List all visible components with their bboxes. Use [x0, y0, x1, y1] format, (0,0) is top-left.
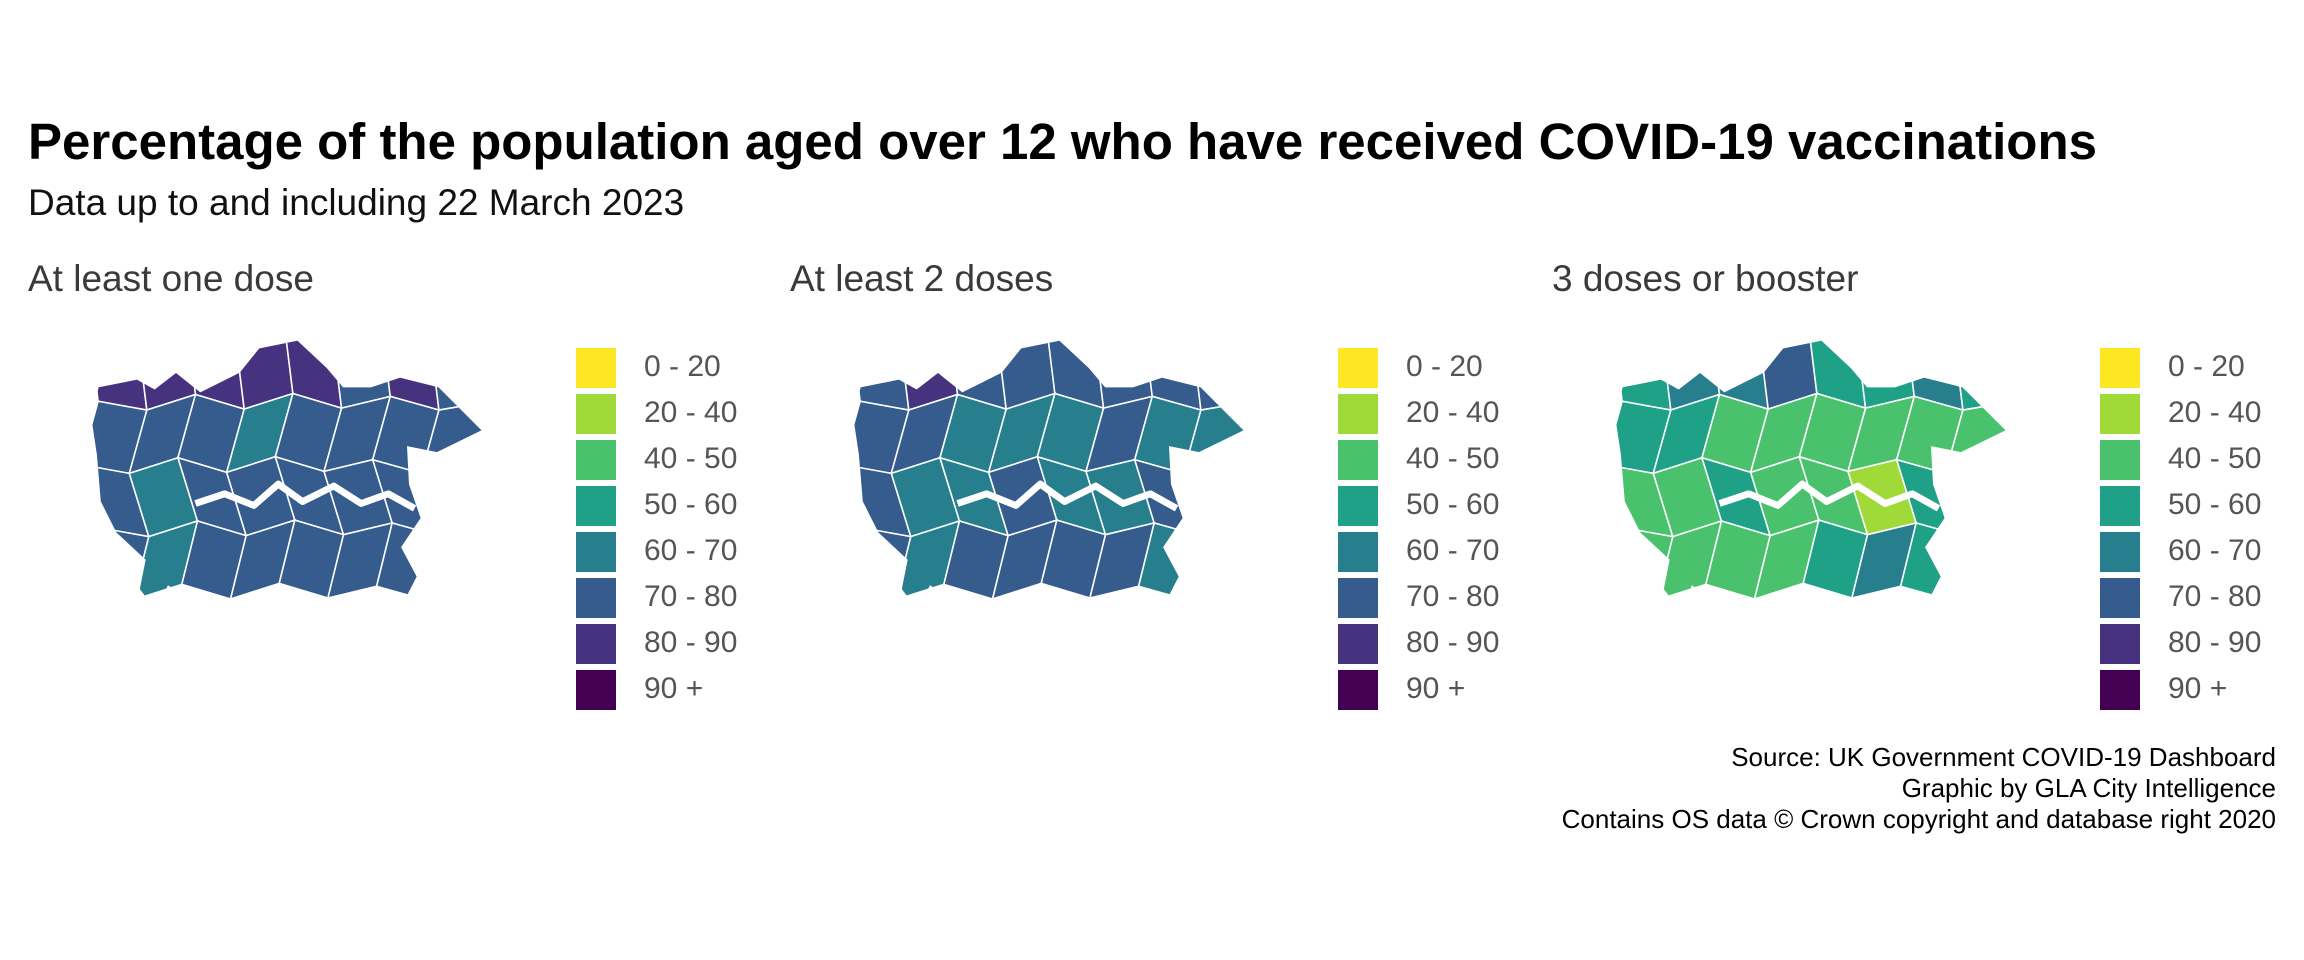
- london-map: [1613, 339, 2008, 702]
- legend-swatch: [576, 440, 616, 480]
- legend-label: 80 - 90: [644, 626, 738, 659]
- legend-swatch: [576, 624, 616, 664]
- map-panel: At least one dose 0 - 20 20 - 40 40 - 50 50 …: [28, 258, 788, 728]
- legend-label: 80 - 90: [2168, 626, 2262, 659]
- legend-swatch: [2100, 578, 2140, 618]
- panel-title: At least 2 doses: [790, 258, 1054, 299]
- borough-shape: [430, 339, 483, 411]
- legend-swatch: [576, 532, 616, 572]
- legend-swatch: [2100, 348, 2140, 388]
- legend-label: 90 +: [1406, 672, 1466, 705]
- borough-shape: [424, 526, 483, 601]
- legend-label: 60 - 70: [1406, 534, 1500, 567]
- legend-swatch: [1338, 670, 1378, 710]
- river-thames: [956, 480, 1179, 512]
- map-panel: At least 2 doses 0 - 20 20 - 40 40 - 50 50 -…: [790, 258, 1550, 728]
- legend-swatch: [1338, 348, 1378, 388]
- legend-label: 70 - 80: [2168, 580, 2262, 613]
- legend-swatch: [576, 394, 616, 434]
- legend-label: 40 - 50: [1406, 442, 1500, 475]
- london-outline: [89, 339, 484, 702]
- legend-swatch: [2100, 670, 2140, 710]
- borough-shape: [1954, 339, 2007, 411]
- legend-label: 0 - 20: [1406, 350, 1483, 383]
- borough-shape: [1944, 463, 2007, 538]
- legend-swatch: [2100, 532, 2140, 572]
- london-outline: [851, 339, 1246, 702]
- legend-swatch: [576, 670, 616, 710]
- legend-swatch: [1338, 486, 1378, 526]
- borough-shape: [1094, 339, 1154, 410]
- borough-shape: [1614, 339, 1672, 412]
- legend-label: 60 - 70: [644, 534, 738, 567]
- borough-shape: [332, 339, 392, 410]
- caption-credit: Graphic by GLA City Intelligence: [1901, 773, 2276, 803]
- legend-label: 50 - 60: [2168, 488, 2262, 521]
- borough-shape: [1182, 463, 1245, 538]
- panel-title: At least one dose: [28, 258, 314, 299]
- legend-label: 90 +: [644, 672, 704, 705]
- legend-label: 70 - 80: [1406, 580, 1500, 613]
- legend-label: 60 - 70: [2168, 534, 2262, 567]
- caption: Source: UK Government COVID-19 Dashboard…: [1562, 742, 2276, 835]
- legend-swatch: [1338, 440, 1378, 480]
- borough-shape: [852, 339, 910, 412]
- borough-shape: [852, 590, 908, 665]
- legend-swatch: [1338, 394, 1378, 434]
- legend-swatch: [576, 578, 616, 618]
- legend-label: 0 - 20: [644, 350, 721, 383]
- borough-shape: [1948, 526, 2007, 601]
- chart-title: Percentage of the population aged over 1…: [28, 113, 2097, 170]
- borough-shape: [1614, 590, 1670, 665]
- legend-label: 20 - 40: [2168, 396, 2262, 429]
- panel-title: 3 doses or booster: [1552, 258, 1859, 299]
- london-map: [851, 339, 1246, 702]
- legend-swatch: [2100, 624, 2140, 664]
- london-map: [89, 339, 484, 702]
- legend-label: 20 - 40: [644, 396, 738, 429]
- legend-swatch: [576, 348, 616, 388]
- legend-label: 40 - 50: [644, 442, 738, 475]
- caption-copyright: Contains OS data © Crown copyright and d…: [1561, 804, 2276, 834]
- borough-shape: [1186, 526, 1245, 601]
- legend-label: 20 - 40: [1406, 396, 1500, 429]
- legend-swatch: [2100, 440, 2140, 480]
- borough-shape: [90, 590, 146, 665]
- borough-shape: [90, 339, 148, 412]
- legend-label: 0 - 20: [2168, 350, 2245, 383]
- river-thames: [1718, 480, 1941, 512]
- caption-source: Source: UK Government COVID-19 Dashboard: [1731, 742, 2276, 772]
- chart-subtitle: Data up to and including 22 March 2023: [28, 182, 685, 223]
- legend-swatch: [2100, 486, 2140, 526]
- legend-swatch: [576, 486, 616, 526]
- legend-swatch: [1338, 532, 1378, 572]
- legend-label: 40 - 50: [2168, 442, 2262, 475]
- legend-label: 50 - 60: [644, 488, 738, 521]
- legend-label: 90 +: [2168, 672, 2228, 705]
- legend-label: 70 - 80: [644, 580, 738, 613]
- legend-swatch: [1338, 578, 1378, 618]
- legend-swatch: [2100, 394, 2140, 434]
- london-outline: [1613, 339, 2008, 702]
- legend-label: 80 - 90: [1406, 626, 1500, 659]
- legend-label: 50 - 60: [1406, 488, 1500, 521]
- river-thames: [194, 480, 417, 512]
- map-panel: 3 doses or booster 0 - 20 20 - 40 40 - 50 50…: [1552, 258, 2304, 728]
- borough-shape: [1192, 339, 1245, 411]
- borough-shape: [420, 463, 483, 538]
- borough-shape: [1856, 339, 1916, 410]
- legend-swatch: [1338, 624, 1378, 664]
